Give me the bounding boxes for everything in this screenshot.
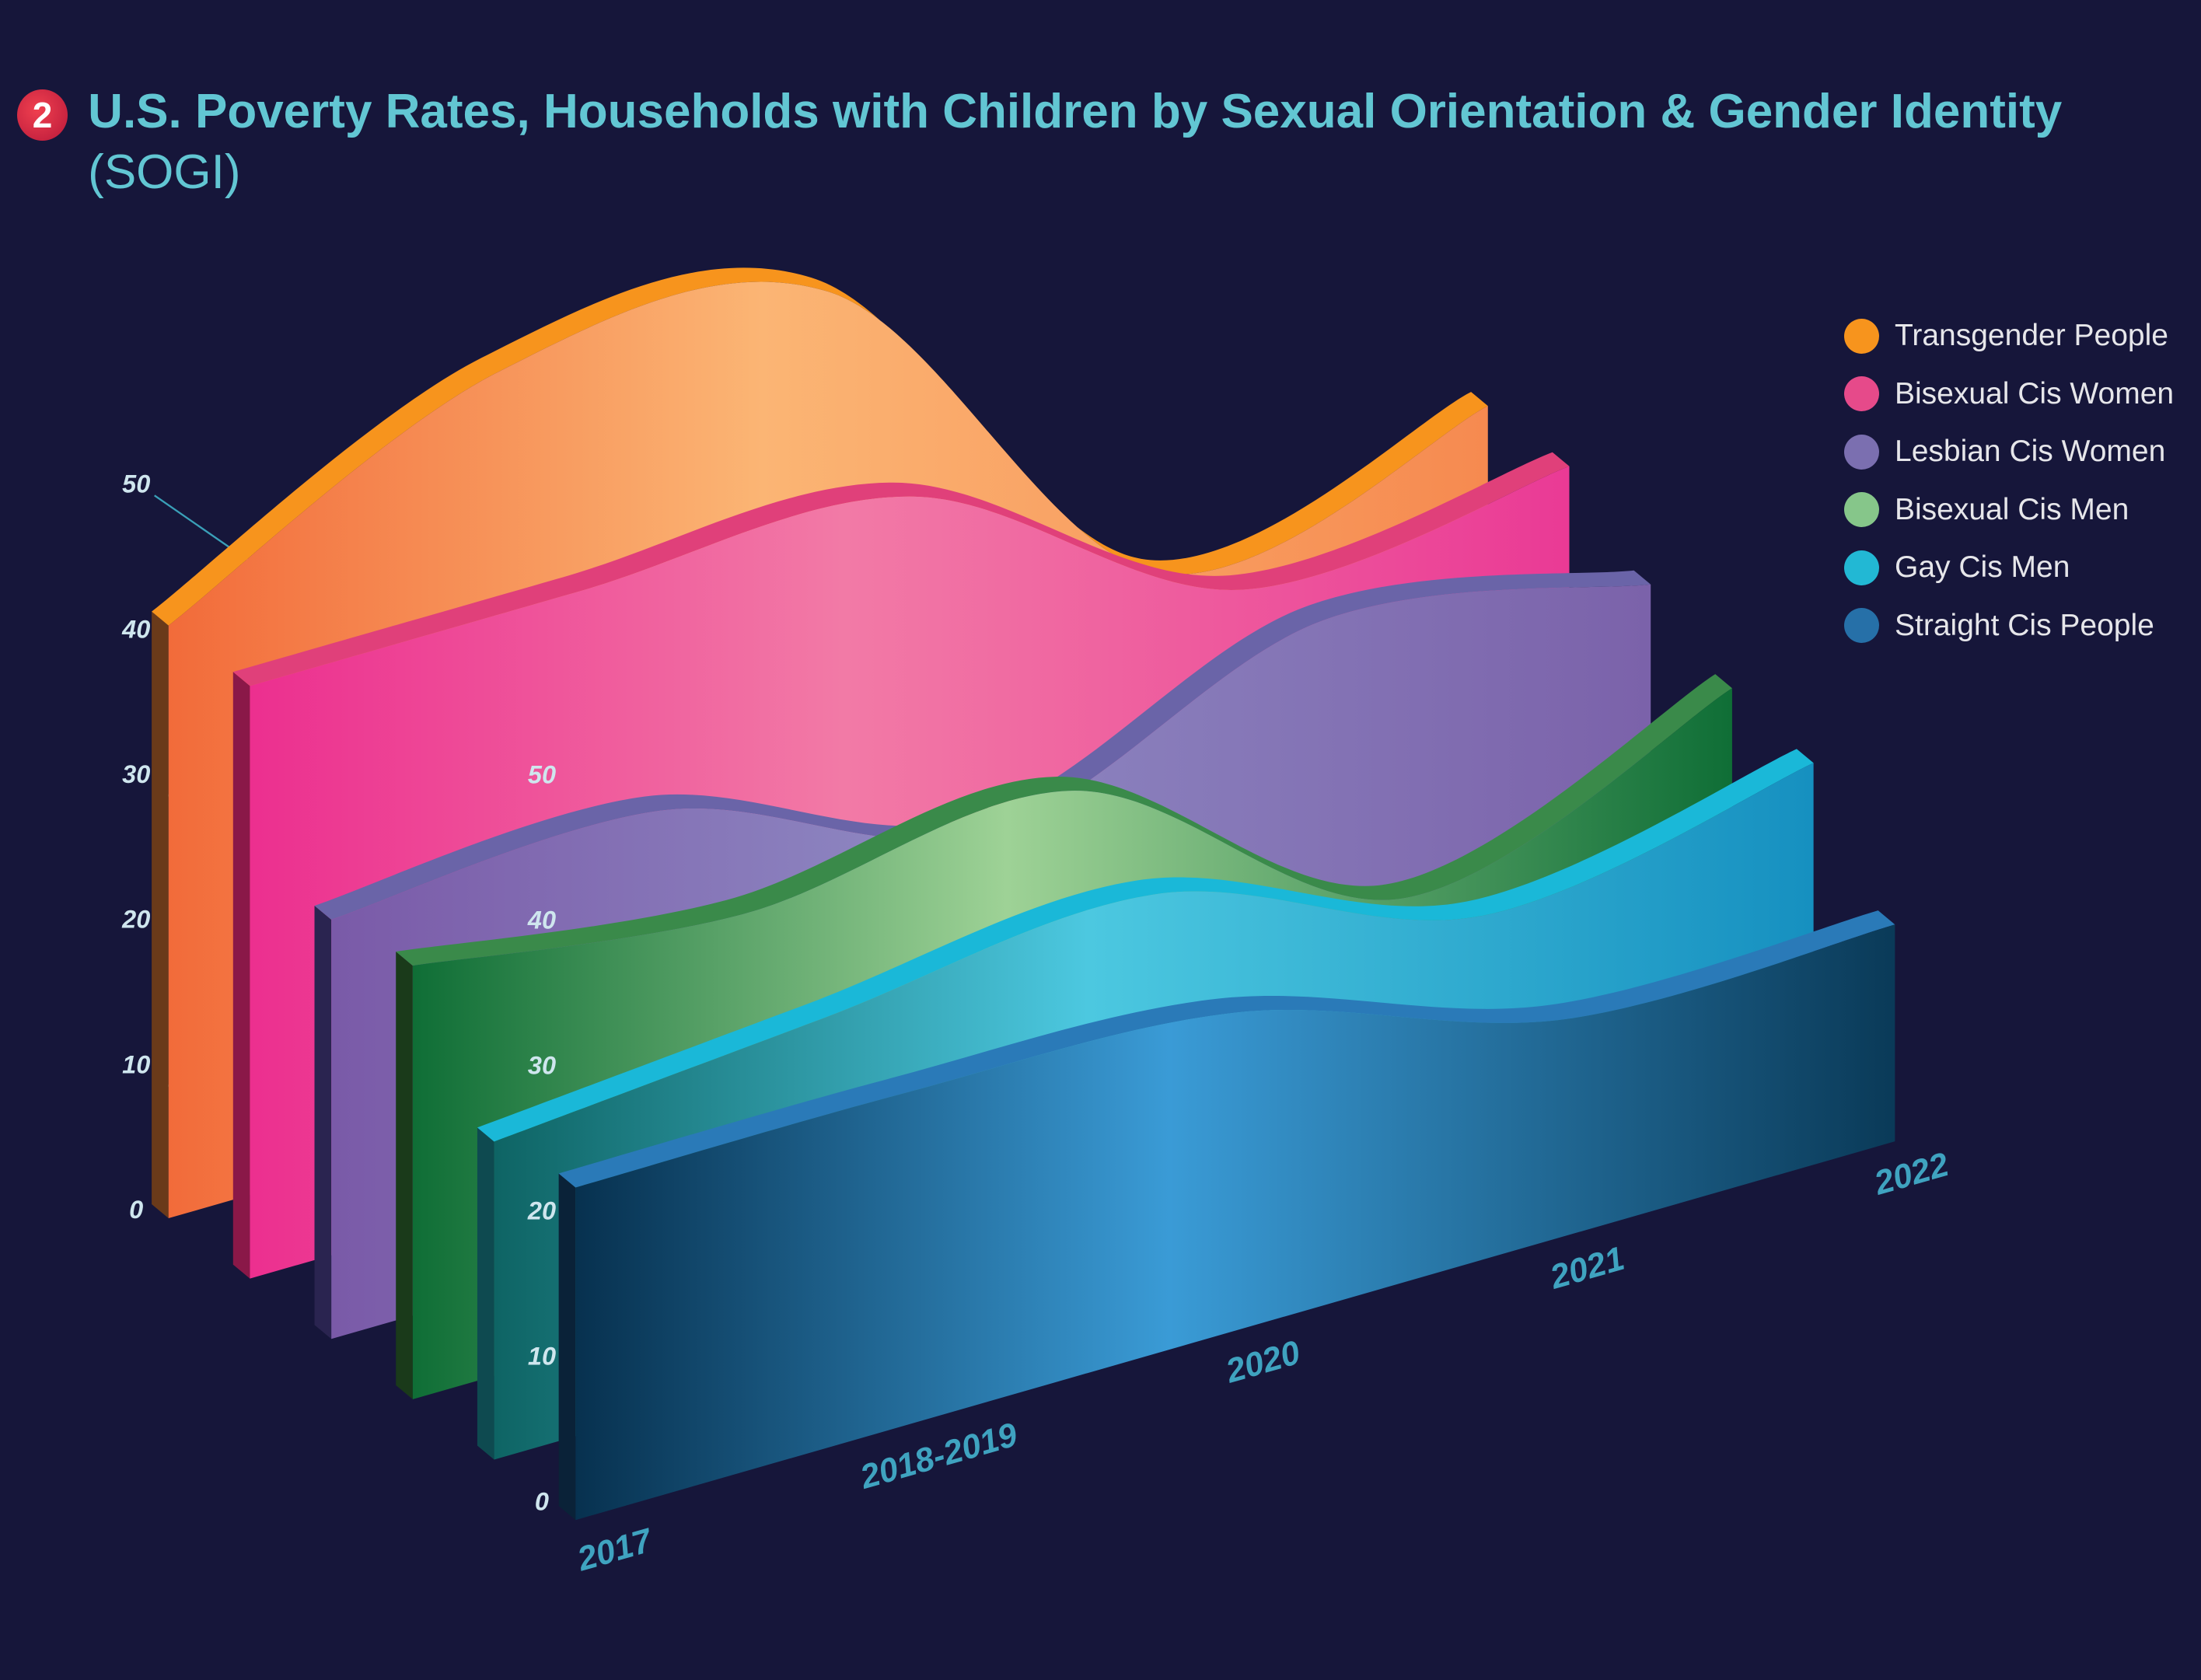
legend-swatch (1844, 376, 1879, 412)
ribbon-side (477, 1127, 494, 1460)
title-suffix: (SOGI) (88, 145, 241, 199)
x-tick-label: 2022 (1870, 1146, 1953, 1203)
ribbon-straight-cis-people (558, 910, 1895, 1521)
y-tick-label-back: 50 (122, 470, 150, 498)
ribbon-side (396, 952, 413, 1399)
legend-swatch (1844, 434, 1879, 470)
y-tick-label-front: 30 (528, 1051, 556, 1079)
ribbon-side (314, 905, 332, 1339)
legend-swatch (1844, 318, 1879, 354)
legend-item: Gay Cis Men (1844, 539, 2174, 597)
y-tick-label-front: 50 (528, 760, 556, 788)
y-tick-label-front: 20 (527, 1196, 556, 1224)
y-tick-label-front: 0 (535, 1488, 549, 1516)
legend-item: Lesbian Cis Women (1844, 423, 2174, 481)
ribbon-top (152, 267, 1488, 626)
ribbon-side (152, 611, 169, 1219)
legend-item: Straight Cis People (1844, 597, 2174, 655)
title-text: U.S. Poverty Rates, Households with Chil… (88, 82, 2201, 203)
legend-label: Bisexual Cis Women (1895, 376, 2175, 410)
legend-swatch (1844, 608, 1879, 644)
y-tick-label-back: 40 (121, 615, 150, 643)
ribbons (152, 267, 1895, 1521)
ribbon-top (232, 452, 1570, 686)
legend-label: Lesbian Cis Women (1895, 435, 2166, 469)
ribbon-top (396, 674, 1732, 966)
title-main: U.S. Poverty Rates, Households with Chil… (88, 85, 2063, 138)
legend-swatch (1844, 492, 1879, 528)
ribbon-face (575, 924, 1895, 1521)
legend-item: Bisexual Cis Women (1844, 365, 2174, 424)
legend-item: Transgender People (1844, 307, 2174, 365)
x-tick-label: 2020 (1221, 1334, 1305, 1391)
figure-number-badge: 2 (17, 89, 68, 141)
legend-label: Transgender People (1895, 319, 2168, 353)
x-tick-label: 2017 (573, 1521, 658, 1579)
y-tick-label-back: 0 (129, 1196, 143, 1224)
legend-swatch (1844, 550, 1879, 585)
chart-title: 2 U.S. Poverty Rates, Households with Ch… (17, 82, 2201, 203)
y-tick-label-back: 10 (122, 1050, 150, 1078)
ribbon-side (232, 672, 250, 1279)
y-tick-label-back: 30 (122, 760, 150, 788)
legend-label: Bisexual Cis Men (1895, 492, 2129, 526)
y-tick-label-front: 40 (527, 906, 556, 934)
legend-label: Straight Cis People (1895, 608, 2154, 642)
y-tick-label-front: 10 (528, 1343, 556, 1371)
legend-label: Gay Cis Men (1895, 550, 2070, 585)
x-tick-label: 2021 (1546, 1240, 1629, 1297)
legend: Transgender People Bisexual Cis Women Lesb… (1844, 307, 2174, 655)
ribbon-side (558, 1173, 576, 1521)
legend-item: Bisexual Cis Men (1844, 481, 2174, 540)
y-tick-label-back: 20 (121, 906, 150, 934)
